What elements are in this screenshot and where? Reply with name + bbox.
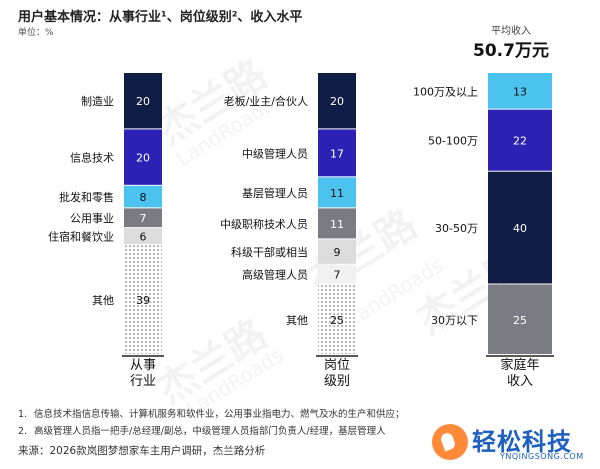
category-label-2-2: 30-50万 xyxy=(435,222,478,235)
category-label-0-0: 制造业 xyxy=(81,94,114,108)
value-label-0-5: 39 xyxy=(136,294,150,307)
bar-segment-0-5 xyxy=(124,245,162,354)
bar-segment-0-4 xyxy=(124,228,162,245)
value-label-1-3: 11 xyxy=(330,218,344,231)
category-label-1-6: 其他 xyxy=(286,314,308,327)
value-label-1-2: 11 xyxy=(330,187,344,200)
category-label-1-2: 基层管理人员 xyxy=(242,186,308,200)
avg-income-label: 平均收入 xyxy=(491,26,531,37)
value-label-0-4: 6 xyxy=(140,231,147,244)
value-label-1-5: 7 xyxy=(334,269,341,282)
value-label-2-0: 13 xyxy=(513,85,527,98)
bar-segment-1-0 xyxy=(318,73,356,129)
bar-segment-2-3 xyxy=(488,284,552,354)
value-label-0-3: 7 xyxy=(140,212,147,225)
category-label-1-3: 中级职称技术人员 xyxy=(220,217,308,231)
value-label-1-1: 17 xyxy=(330,147,344,160)
category-label-2-0: 100万及以上 xyxy=(413,85,478,98)
col-label-income: 家庭年 收入 xyxy=(500,358,540,389)
value-label-0-0: 20 xyxy=(136,95,150,108)
pin-logo-icon xyxy=(432,424,468,460)
value-label-0-1: 20 xyxy=(136,152,150,165)
bar-segment-2-2 xyxy=(488,171,552,284)
category-label-2-3: 30万以下 xyxy=(431,314,478,327)
category-label-0-1: 信息技术 xyxy=(70,151,114,165)
footnote-2-number: 2. xyxy=(18,426,28,437)
col-label-position: 岗位 级别 xyxy=(323,358,350,389)
brand-name: 轻松科技 xyxy=(472,428,572,456)
bar-segment-2-0 xyxy=(488,73,552,109)
footnote-1-text: 信息技术指信息传输、计算机服务和软件业，公用事业指电力、燃气及水的生产和供应； xyxy=(34,409,405,420)
bar-segment-1-6 xyxy=(318,284,356,354)
category-label-0-5: 其他 xyxy=(92,294,114,307)
bar-segment-0-3 xyxy=(124,208,162,228)
bar-segment-1-3 xyxy=(318,208,356,239)
col-label-industry: 从事 行业 xyxy=(129,358,156,389)
value-label-1-6: 25 xyxy=(330,314,344,327)
avg-income-value: 50.7万元 xyxy=(473,41,549,61)
category-label-1-1: 中级管理人员 xyxy=(242,146,308,160)
source-note: 来源：2026款岚图梦想家车主用户调研，杰兰路分析 xyxy=(18,445,266,457)
bar-segment-0-0 xyxy=(124,73,162,129)
bar-segment-0-2 xyxy=(124,185,162,208)
category-label-2-1: 50-100万 xyxy=(428,135,478,148)
value-label-2-1: 22 xyxy=(513,135,527,148)
bar-segment-1-5 xyxy=(318,264,356,284)
brand-logo: 轻松科技 YNQINGSONG.COM xyxy=(432,420,600,466)
category-label-0-2: 批发和零售 xyxy=(59,190,114,204)
value-label-1-4: 9 xyxy=(334,246,341,259)
category-label-0-4: 住宿和餐饮业 xyxy=(48,230,114,244)
brand-url: YNQINGSONG.COM xyxy=(500,452,584,461)
value-label-1-0: 20 xyxy=(330,95,344,108)
bar-segment-2-1 xyxy=(488,109,552,171)
value-label-2-2: 40 xyxy=(513,222,527,235)
category-label-1-4: 科级干部或相当 xyxy=(231,245,308,259)
value-label-2-3: 25 xyxy=(513,314,527,327)
bar-segment-1-1 xyxy=(318,129,356,177)
bar-segment-1-4 xyxy=(318,239,356,264)
chart-title: 用户基本情况：从事行业¹、岗位级别²、收入水平 xyxy=(18,10,303,25)
category-label-0-3: 公用事业 xyxy=(70,212,114,225)
footnote-2-text: 高级管理人员指一把手/总经理/副总，中级管理人员指部门负责人/经理，基层管理人 xyxy=(34,426,386,437)
bar-segment-1-2 xyxy=(318,177,356,208)
unit-label: 单位：% xyxy=(18,28,54,38)
bar-segment-0-1 xyxy=(124,129,162,185)
category-label-1-0: 老板/业主/合伙人 xyxy=(224,94,308,108)
footnote-1: 1. 信息技术指信息传输、计算机服务和软件业，公用事业指电力、燃气及水的生产和供应… xyxy=(18,406,405,420)
footnote-2: 2. 高级管理人员指一把手/总经理/副总，中级管理人员指部门负责人/经理，基层管理… xyxy=(18,423,386,437)
footnote-1-number: 1. xyxy=(18,409,28,420)
value-label-0-2: 8 xyxy=(140,191,147,204)
category-label-1-5: 高级管理人员 xyxy=(242,268,308,282)
